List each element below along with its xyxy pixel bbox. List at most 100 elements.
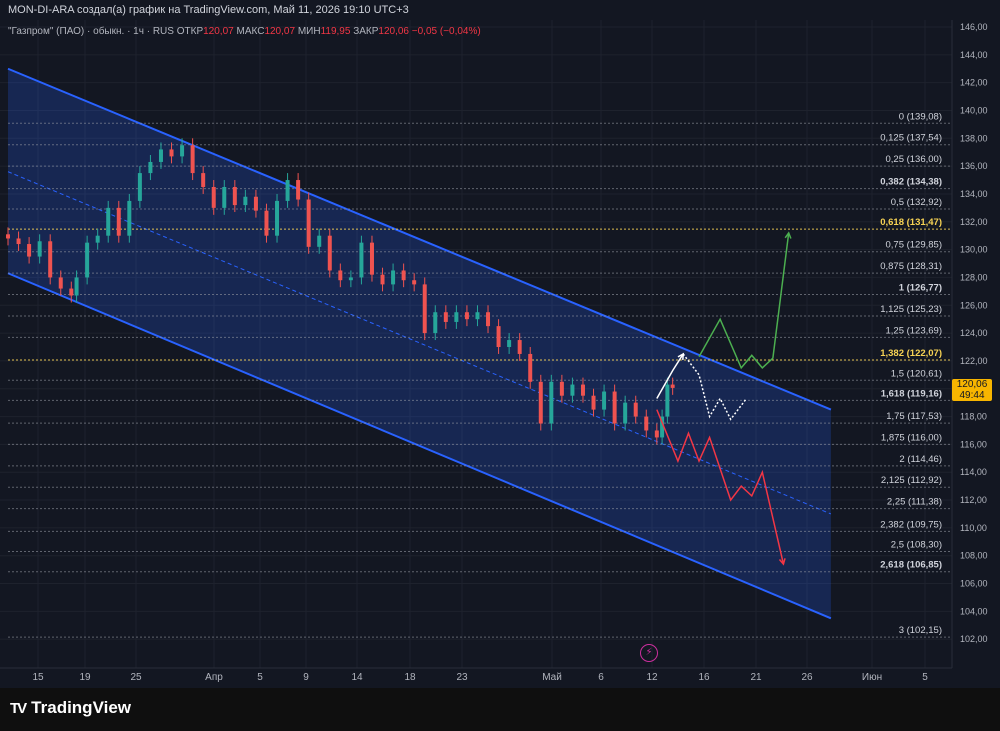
legend-close-label: ЗАКР	[353, 26, 379, 37]
last-price: 120,06	[956, 379, 988, 390]
candle-body	[6, 234, 10, 239]
legend-close: 120,06	[378, 26, 409, 37]
candle-body	[454, 312, 459, 322]
candle-body	[296, 180, 301, 200]
fib-level-label: 0,75 (129,85)	[885, 240, 942, 251]
time-tick-label: 15	[32, 672, 44, 683]
legend-low: 119,95	[320, 26, 351, 37]
candle-body	[106, 207, 111, 236]
time-tick-label: Июн	[862, 672, 882, 683]
candle-body	[528, 353, 533, 382]
candle-body	[359, 242, 364, 278]
time-tick-label: 21	[750, 672, 762, 683]
candle-body	[517, 340, 522, 354]
fib-level-label: 0,5 (132,92)	[891, 197, 942, 208]
legend-symbol: "Газпром" (ПАО) · обыкн. · 1ч · RUS	[8, 26, 174, 37]
fib-level-label: 0,125 (137,54)	[880, 133, 942, 144]
candle-body	[507, 340, 512, 347]
price-tick-label: 106,00	[960, 579, 988, 589]
price-tick-label: 112,00	[960, 495, 987, 505]
time-tick-label: Апр	[205, 672, 223, 683]
price-tick-label: 138,00	[960, 133, 988, 143]
price-axis[interactable]: 102,00 104,00 106,00 108,00 110,00 112,00 114,…	[951, 20, 1000, 668]
candle-body	[253, 196, 258, 211]
fib-level-label: 0,382 (134,38)	[880, 177, 942, 188]
price-tick-label: 122,00	[960, 356, 988, 366]
candle-body	[180, 145, 185, 157]
projection-white-dotted-path	[682, 353, 748, 421]
price-tick-label: 128,00	[960, 272, 988, 282]
legend-high: 120,07	[264, 26, 296, 37]
bar-countdown: 49:44	[959, 390, 985, 401]
candle-body	[433, 312, 438, 334]
time-axis[interactable]: 15 19 25 Апр 5 9 14 18 23 Май 6 12 16 21 26 Июн 5	[0, 667, 952, 683]
candle-body	[633, 402, 638, 417]
time-tick-label: 12	[646, 672, 658, 683]
candle-body	[580, 384, 585, 396]
projection-paths[interactable]	[656, 231, 792, 566]
legend-open: 120,07	[203, 26, 234, 37]
fib-level-label: 1,382 (122,07)	[880, 348, 942, 359]
candle-body	[148, 161, 153, 174]
fib-level-label: 1,75 (117,53)	[886, 411, 942, 422]
fib-level-label: 1,125 (125,23)	[880, 304, 942, 315]
fib-level-label: 1,5 (120,61)	[891, 368, 942, 379]
price-tick-label: 116,00	[960, 439, 987, 449]
candle-body	[85, 242, 90, 278]
fib-level-label: 1 (126,77)	[899, 283, 942, 294]
candle-body	[496, 326, 501, 347]
candle-body	[654, 430, 659, 438]
projection-red-path	[656, 409, 785, 565]
legend-change: −0,05 (−0,04%)	[411, 26, 481, 37]
time-tick-label: 14	[351, 672, 363, 683]
fib-level-label: 0,875 (128,31)	[880, 261, 942, 272]
projection-arrowhead	[784, 231, 792, 239]
candle-body	[612, 391, 617, 424]
last-price-tag: 120,06 49:44	[952, 379, 992, 401]
time-tick-label: 19	[79, 672, 91, 683]
candle-body	[412, 280, 417, 285]
time-tick-label: 16	[698, 672, 710, 683]
legend-low-label: МИН	[297, 26, 321, 37]
price-tick-label: 144,00	[960, 50, 988, 60]
fib-level-label: 2 (114,46)	[899, 454, 942, 465]
footer-bar	[0, 688, 1000, 731]
price-tick-label: 118,00	[960, 412, 987, 422]
time-tick-label: 23	[456, 672, 468, 683]
candle-body	[27, 244, 32, 257]
lightning-icon[interactable]: ⚡	[640, 644, 658, 662]
candle-body	[464, 312, 469, 320]
candle-body	[190, 145, 195, 174]
candle-body	[327, 235, 332, 271]
candle-body	[591, 395, 596, 410]
candle-body	[570, 384, 575, 396]
candle-body	[137, 173, 142, 201]
price-tick-label: 146,00	[960, 22, 988, 32]
tradingview-logo-icon: TV	[10, 699, 27, 717]
fib-level-label: 2,5 (108,30)	[891, 540, 942, 551]
price-tick-label: 124,00	[960, 328, 988, 338]
price-tick-label: 142,00	[960, 78, 988, 88]
time-tick-label: 5	[922, 672, 928, 683]
price-tick-label: 140,00	[960, 105, 988, 115]
fib-level-label: 2,618 (106,85)	[880, 560, 942, 571]
price-tick-label: 132,00	[960, 217, 988, 227]
candle-series[interactable]	[6, 138, 675, 445]
projection-arrowhead	[677, 352, 685, 360]
tradingview-brand[interactable]: TV TradingView	[10, 698, 131, 718]
fib-extension-levels[interactable]: 0 (139,08) 0,125 (137,54) 0,25 (136,00) 0,3…	[8, 111, 952, 638]
fib-level-label: 1,25 (123,69)	[885, 325, 942, 336]
time-tick-label: 18	[404, 672, 416, 683]
candle-body	[644, 416, 649, 431]
candle-body	[285, 180, 290, 201]
price-chart[interactable]: 0 (139,08) 0,125 (137,54) 0,25 (136,00) 0,3…	[0, 0, 1000, 688]
candle-body	[338, 270, 343, 281]
candle-body	[201, 173, 206, 187]
candle-body	[538, 381, 543, 424]
candle-body	[559, 381, 564, 396]
grid-layer	[0, 20, 952, 668]
candle-body	[660, 416, 665, 438]
price-tick-label: 114,00	[960, 467, 987, 477]
candle-body	[243, 196, 248, 206]
candle-body	[348, 277, 353, 281]
